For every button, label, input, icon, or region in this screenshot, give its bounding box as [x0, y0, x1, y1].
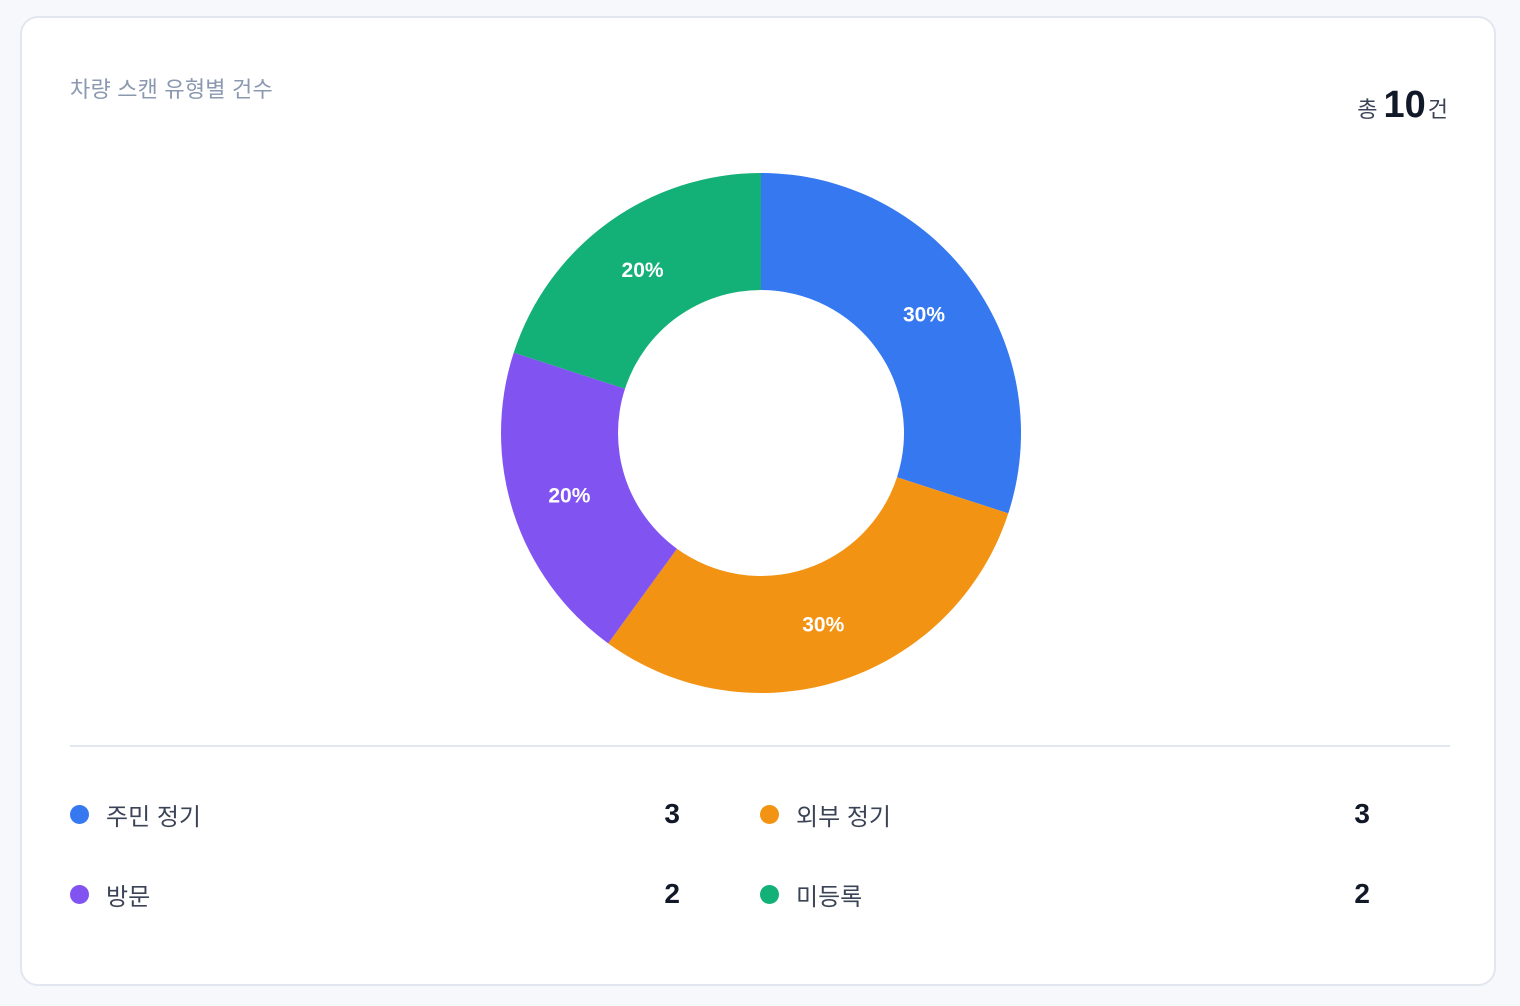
legend-dot-icon — [70, 884, 89, 904]
slice-external-regular[interactable] — [608, 477, 1009, 693]
legend-item-unregistered[interactable]: 미등록 2 — [760, 878, 1370, 911]
slice-resident-regular[interactable] — [761, 173, 1021, 514]
chart-card: 차량 스캔 유형별 건수 총 10 건 30% 30% 20% 20% 주민 정기 3… — [20, 16, 1496, 986]
total-prefix: 총 — [1357, 97, 1378, 122]
donut-slices — [501, 173, 1021, 693]
total-count: 총 10 건 — [1357, 84, 1448, 127]
donut-slice-labels: 30% 30% 20% 20% — [548, 259, 945, 637]
legend: 주민 정기 3 외부 정기 3 방문 2 미등록 2 — [70, 798, 1370, 911]
slice-percent-label: 20% — [622, 259, 664, 282]
legend-label: 방문 — [106, 883, 151, 911]
legend-dot-icon — [760, 804, 779, 824]
legend-label: 주민 정기 — [106, 803, 201, 831]
legend-value: 2 — [664, 878, 680, 909]
legend-label: 미등록 — [796, 883, 863, 911]
slice-percent-label: 20% — [548, 484, 590, 507]
legend-label: 외부 정기 — [796, 803, 891, 831]
total-value: 10 — [1383, 84, 1426, 126]
legend-value: 2 — [1354, 878, 1370, 909]
slice-visitor[interactable] — [501, 352, 677, 644]
legend-item-external-regular[interactable]: 외부 정기 3 — [760, 798, 1370, 831]
chart-title: 차량 스캔 유형별 건수 — [70, 77, 273, 102]
legend-item-visitor[interactable]: 방문 2 — [70, 878, 680, 911]
legend-dot-icon — [760, 884, 779, 904]
legend-value: 3 — [664, 798, 680, 829]
legend-value: 3 — [1354, 798, 1370, 829]
legend-dot-icon — [70, 804, 89, 824]
slice-percent-label: 30% — [903, 304, 945, 327]
slice-percent-label: 30% — [802, 614, 844, 637]
donut-chart: 30% 30% 20% 20% — [501, 173, 1021, 693]
slice-unregistered[interactable] — [513, 173, 761, 389]
total-suffix: 건 — [1427, 97, 1448, 122]
legend-item-resident-regular[interactable]: 주민 정기 3 — [70, 798, 680, 831]
divider — [70, 745, 1450, 747]
